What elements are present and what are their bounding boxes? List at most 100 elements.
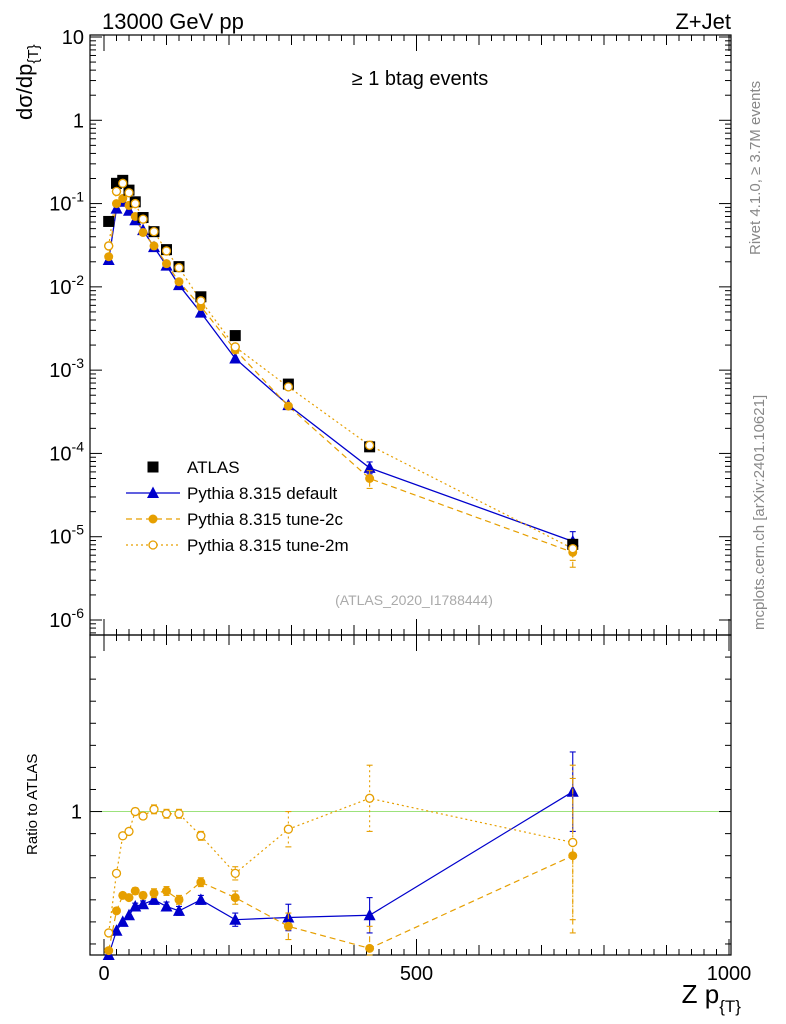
ratio-point — [364, 793, 375, 803]
main-point — [138, 227, 148, 237]
ratio-point — [230, 868, 240, 878]
main-y-tick-exponent: -5 — [72, 522, 85, 538]
svg-text:dσ/dp{T}: dσ/dp{T} — [12, 44, 42, 120]
svg-text:Z p{T}: Z p{T} — [682, 979, 742, 1016]
legend-label: Pythia 8.315 tune-2c — [187, 510, 343, 529]
main-y-axis-title-sub: {T} — [25, 44, 42, 63]
main-y-tick-exponent: -2 — [72, 272, 85, 288]
ratio-point — [112, 906, 121, 916]
main-y-tick-label: 10-1 — [49, 189, 84, 216]
legend-marker — [147, 486, 159, 498]
x-tick-label: 500 — [400, 963, 433, 985]
main-point — [162, 259, 171, 269]
main-point-overlay — [283, 382, 294, 392]
ratio-point — [283, 824, 294, 834]
main-y-tick-exponent: -1 — [72, 189, 85, 205]
legend-marker — [147, 461, 159, 473]
main-point-overlay — [230, 342, 240, 352]
ratio-panel: 1 0 500 1000 Ratio to ATLAS Z p{T} — [24, 634, 751, 1016]
ratio-point — [173, 904, 185, 916]
header-energy-label: 13000 GeV pp — [102, 9, 244, 34]
ratio-point — [138, 811, 148, 821]
main-point — [118, 194, 128, 204]
mcplots-info-label: mcplots.cern.ch [arXiv:2401.10621] — [751, 395, 768, 630]
atlas-data-point — [103, 215, 115, 227]
main-y-tick-base: 10 — [49, 194, 71, 216]
main-y-tick-label: 10-5 — [49, 522, 84, 549]
atlas-data-point — [111, 177, 122, 189]
main-y-axis-title-main: dσ/dp — [12, 64, 37, 120]
main-y-tick-exponent: -4 — [72, 438, 85, 454]
main-point-overlay — [196, 296, 206, 306]
main-y-tick-base: 10 — [49, 443, 71, 465]
atlas-data-point — [229, 330, 241, 342]
ratio-point — [283, 921, 293, 931]
main-series-line — [108, 182, 574, 550]
x-axis-title-main: Z p — [682, 979, 720, 1009]
ratio-point — [130, 886, 140, 896]
ratio-point — [110, 924, 123, 936]
ratio-y-tick-label: 1 — [71, 802, 82, 824]
main-point — [363, 461, 376, 473]
ratio-point — [194, 893, 207, 905]
main-y-tick-base: 1 — [73, 110, 84, 132]
main-point — [123, 204, 135, 216]
ratio-point — [130, 806, 140, 817]
main-y-tick-label: 10 — [62, 27, 84, 49]
ratio-point — [138, 890, 148, 900]
ratio-point — [111, 868, 122, 878]
main-y-tick-base: 10 — [49, 610, 71, 632]
legend-label: ATLAS — [187, 458, 240, 477]
ratio-x-axis: 0 500 1000 — [98, 635, 751, 985]
ratio-point — [196, 831, 206, 841]
header-process-label: Z+Jet — [675, 9, 731, 34]
main-y-tick-base: 10 — [49, 277, 71, 299]
ratio-point — [161, 809, 172, 819]
main-y-tick-base: 10 — [62, 27, 84, 49]
legend-label: Pythia 8.315 tune-2m — [187, 536, 349, 555]
main-y-tick-label: 10-3 — [49, 355, 84, 382]
main-series-line — [108, 200, 573, 542]
ratio-point — [363, 908, 376, 921]
main-point-overlay — [111, 186, 122, 197]
ratio-panel-frame — [89, 634, 732, 956]
main-panel-title: ≥ 1 btag events — [352, 68, 489, 90]
main-point — [112, 199, 121, 209]
main-point — [104, 252, 114, 262]
ratio-point — [104, 946, 114, 956]
main-y-tick-exponent: -3 — [72, 355, 85, 371]
legend-marker — [148, 540, 158, 550]
main-point-overlay — [161, 246, 172, 256]
main-y-tick-exponent: -6 — [72, 605, 85, 621]
main-point-overlay — [124, 188, 134, 198]
ratio-series-group — [102, 751, 579, 960]
ratio-point — [124, 826, 134, 837]
main-point-overlay — [364, 440, 375, 451]
ratio-point — [149, 804, 159, 814]
ratio-point — [123, 908, 135, 921]
ratio-point — [137, 897, 150, 910]
ratio-point — [174, 895, 184, 905]
main-y-tick-label: 10-6 — [49, 605, 84, 632]
main-y-tick-label: 10-4 — [49, 438, 84, 465]
main-point-overlay — [138, 214, 148, 224]
ratio-y-axis-title: Ratio to ATLAS — [24, 754, 41, 855]
ratio-point — [365, 943, 375, 953]
ratio-point — [148, 893, 160, 905]
main-point-overlay — [104, 241, 114, 251]
main-point — [365, 474, 375, 484]
x-tick-label: 0 — [98, 963, 109, 985]
main-point — [174, 277, 184, 287]
main-x-ticks — [103, 35, 730, 635]
x-tick-label: 1000 — [707, 963, 752, 985]
ratio-point — [174, 809, 184, 819]
x-axis-title-sub: {T} — [719, 997, 741, 1016]
ratio-point — [229, 913, 242, 925]
ratio-point — [124, 893, 134, 903]
main-y-axis-title: dσ/dp{T} — [12, 44, 42, 120]
x-axis-title: Z p{T} — [682, 979, 742, 1016]
main-y-tick-base: 10 — [49, 527, 71, 549]
